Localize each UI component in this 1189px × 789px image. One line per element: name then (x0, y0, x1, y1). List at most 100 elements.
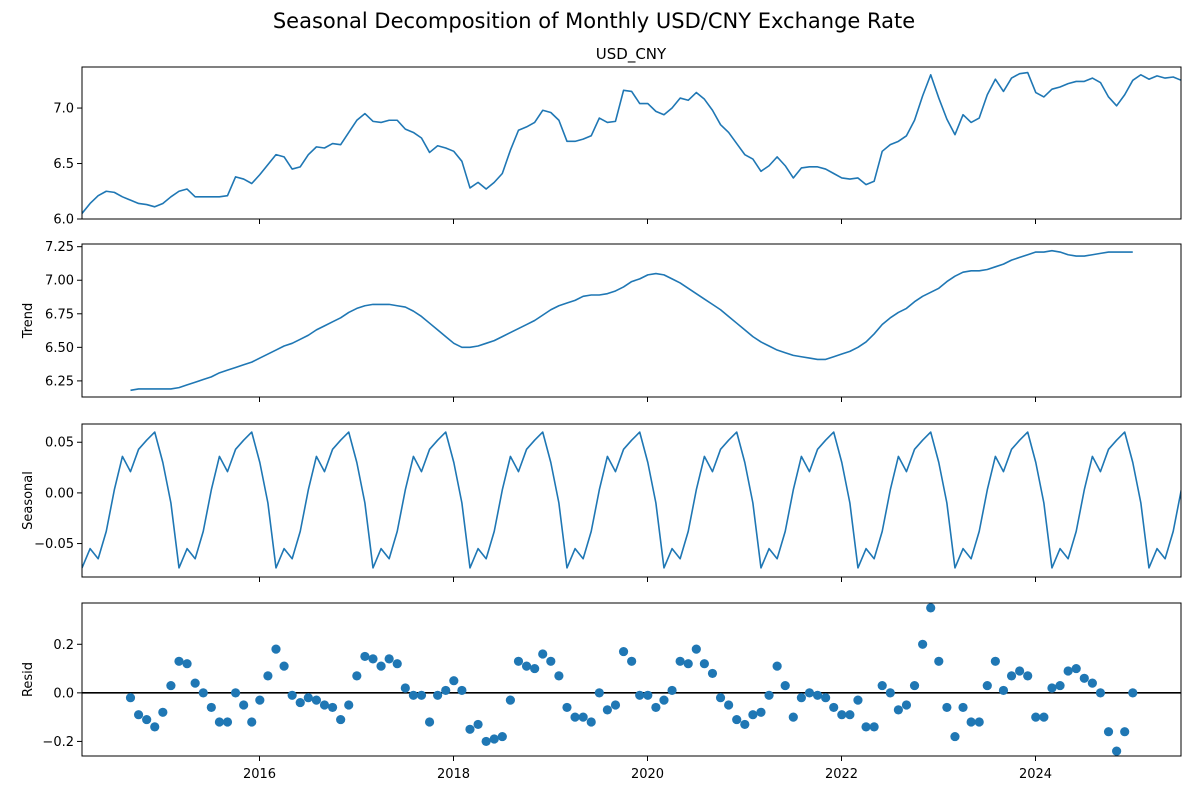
y-tick-label: −0.2 (42, 735, 74, 750)
resid-point (861, 722, 871, 732)
resid-point (869, 722, 879, 732)
resid-point (788, 712, 798, 722)
y-tick-label: 0.2 (53, 638, 74, 653)
x-tick-label: 2022 (825, 767, 858, 782)
resid-point (457, 685, 467, 696)
resid-point (327, 702, 338, 713)
resid-point (311, 695, 322, 705)
resid-point (926, 603, 936, 613)
resid-point (546, 656, 556, 666)
y-tick-label: 6.5 (53, 157, 74, 172)
resid-point (998, 685, 1009, 696)
resid-point (489, 734, 499, 744)
resid-point (675, 656, 685, 666)
resid-point (756, 707, 766, 717)
resid-point (497, 731, 507, 742)
resid-point (821, 693, 831, 703)
resid-point (691, 644, 701, 654)
x-tick-label: 2016 (243, 767, 276, 782)
panel-frame (81, 602, 1182, 757)
resid-point (724, 700, 734, 710)
resid-point (958, 702, 968, 713)
resid-point (1079, 673, 1089, 683)
y-axis-label: Trend (21, 303, 36, 340)
panel-frame (81, 66, 1182, 220)
panel-1: 6.0 6.5 7.0 (53, 66, 1182, 228)
resid-point (336, 714, 346, 725)
resid-point (368, 654, 378, 664)
resid-point (974, 717, 984, 727)
resid-point (982, 680, 992, 691)
resid-point (990, 656, 1000, 666)
resid-point (481, 736, 491, 747)
panel-frame (81, 423, 1182, 578)
resid-point (586, 717, 596, 727)
resid-point (473, 719, 483, 730)
y-tick-label: 7.00 (45, 274, 74, 289)
resid-point (699, 659, 709, 669)
x-tick-label: 2024 (1019, 767, 1052, 782)
y-tick-label: 7.0 (53, 102, 74, 117)
y-axis-label: Resid (21, 662, 36, 697)
resid-point (384, 654, 394, 664)
resid-point (295, 697, 305, 708)
resid-point (319, 700, 330, 710)
resid-point (562, 702, 572, 713)
resid-point (893, 705, 903, 715)
resid-point (239, 700, 249, 710)
resid-point (1087, 678, 1097, 688)
resid-point (400, 683, 410, 693)
resid-point (602, 705, 612, 715)
panel-4: 0.2 0.0 −0.2 2016 2018 2020 2022 2024 Resid (21, 602, 1182, 782)
y-tick-label: 0.05 (45, 436, 74, 451)
resid-point (1055, 680, 1065, 691)
resid-point (125, 693, 136, 703)
resid-point (1047, 683, 1057, 693)
resid-point (918, 639, 928, 649)
resid-point (433, 690, 443, 700)
series-line (82, 71, 1181, 214)
series-line (82, 431, 1181, 569)
resid-point (748, 710, 758, 720)
resid-point (247, 717, 257, 727)
resid-point (150, 722, 160, 732)
resid-point (909, 680, 920, 691)
resid-point (521, 661, 532, 671)
y-tick-label: 0.0 (53, 686, 74, 701)
resid-point (416, 690, 427, 700)
resid-point (142, 714, 152, 725)
resid-point (279, 661, 289, 671)
y-tick-label: 7.25 (45, 240, 74, 255)
resid-point (934, 656, 944, 666)
resid-point (659, 695, 669, 705)
resid-point (667, 685, 677, 696)
resid-point (271, 644, 281, 654)
resid-point (845, 710, 855, 720)
resid-point (578, 712, 588, 722)
resid-point (174, 656, 184, 666)
resid-point (344, 700, 354, 710)
resid-point (554, 671, 564, 681)
resid-point (1103, 727, 1114, 737)
resid-point (877, 680, 887, 691)
resid-point (255, 695, 265, 705)
resid-point (829, 702, 839, 713)
resid-point (812, 690, 823, 700)
resid-point (352, 671, 362, 681)
series-line (130, 249, 1133, 392)
resid-point (1031, 712, 1041, 722)
resid-point (530, 663, 540, 674)
y-tick-label: 6.25 (45, 374, 74, 389)
resid-point (610, 700, 621, 710)
resid-point (424, 717, 435, 727)
resid-point (635, 690, 645, 700)
y-axis-label: Seasonal (21, 471, 36, 530)
figure-title: Seasonal Decomposition of Monthly USD/CN… (273, 9, 915, 33)
resid-point (158, 707, 168, 717)
resid-point (772, 661, 782, 671)
resid-point (263, 671, 273, 681)
resid-point (618, 646, 629, 657)
resid-point (683, 659, 693, 669)
resid-point (570, 712, 580, 722)
